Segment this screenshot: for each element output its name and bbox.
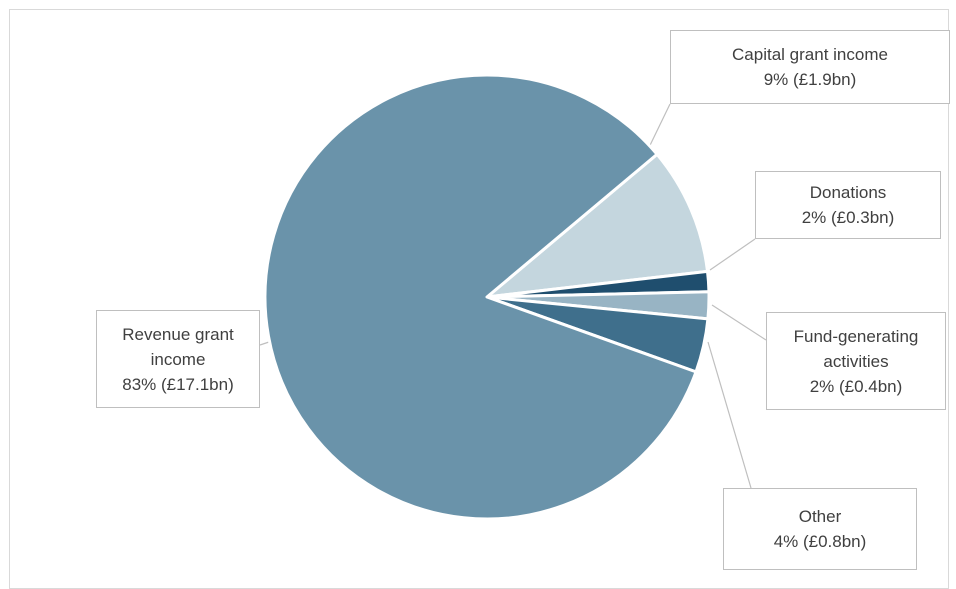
callout-revenue-label-2: income xyxy=(150,349,206,369)
callout-fund-label-1: Fund-generating xyxy=(793,326,919,346)
callout-fund-label-2: activities xyxy=(823,351,889,371)
callout-capital-label: Capital grant income xyxy=(732,45,888,64)
callout-other-value: 4% (£0.8bn) xyxy=(773,532,867,551)
callout-donations-value: 2% (£0.3bn) xyxy=(801,208,895,227)
leader-line-donations xyxy=(709,238,756,271)
pie-slice-revenue-grant-income xyxy=(263,73,698,521)
callout-capital-value: 9% (£1.9bn) xyxy=(763,70,857,89)
leader-line-other xyxy=(707,341,752,489)
callout-revenue-label-1: Revenue grant xyxy=(122,324,234,344)
callout-other-label: Other xyxy=(798,507,842,526)
pie-slices xyxy=(263,73,711,521)
callout-revenue-value: 83% (£17.1bn) xyxy=(122,374,234,394)
callout-donations: Donations 2% (£0.3bn) xyxy=(755,171,941,239)
callout-fund-value: 2% (£0.4bn) xyxy=(809,376,903,396)
callout-other: Other 4% (£0.8bn) xyxy=(723,488,917,570)
leader-line-fund-generating xyxy=(711,304,767,341)
pie-slice-capital-grant-income xyxy=(485,152,710,299)
callout-donations-label: Donations xyxy=(809,183,887,202)
callout-fund-generating-activities: Fund-generating activities 2% (£0.4bn) xyxy=(766,312,946,410)
callout-capital-grant-income: Capital grant income 9% (£1.9bn) xyxy=(670,30,950,104)
callout-revenue-grant-income: Revenue grant income 83% (£17.1bn) xyxy=(96,310,260,408)
